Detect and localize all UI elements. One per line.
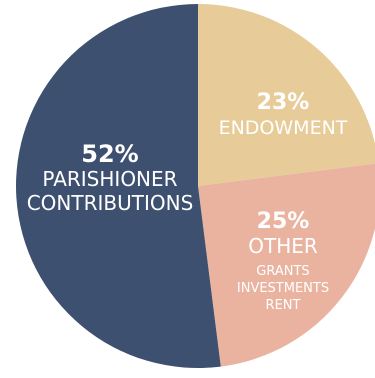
endowment-label: ENDOWMENT <box>219 117 348 139</box>
endowment-label-group: 23% ENDOWMENT <box>219 90 348 139</box>
parishioner-percent: 52% <box>81 140 138 168</box>
parishioner-label-group: 52% PARISHIONER CONTRIBUTIONS <box>27 140 194 215</box>
parishioner-label-line-1: PARISHIONER <box>42 167 177 191</box>
other-label-group: 25% OTHER GRANTS INVESTMENTS RENT <box>237 209 329 313</box>
parishioner-label-line-2: CONTRIBUTIONS <box>27 191 194 215</box>
endowment-percent: 23% <box>257 90 310 115</box>
other-label: OTHER <box>248 234 318 258</box>
pie-slice-endowment <box>198 4 375 186</box>
pie-slices <box>16 4 375 369</box>
other-sub-grants: GRANTS <box>256 264 309 279</box>
other-percent: 25% <box>257 209 310 234</box>
pie-slice-parishioner <box>16 4 221 369</box>
other-sub-investments: INVESTMENTS <box>237 281 329 296</box>
pie-slice-other <box>198 163 375 367</box>
other-sub-rent: RENT <box>266 298 301 313</box>
